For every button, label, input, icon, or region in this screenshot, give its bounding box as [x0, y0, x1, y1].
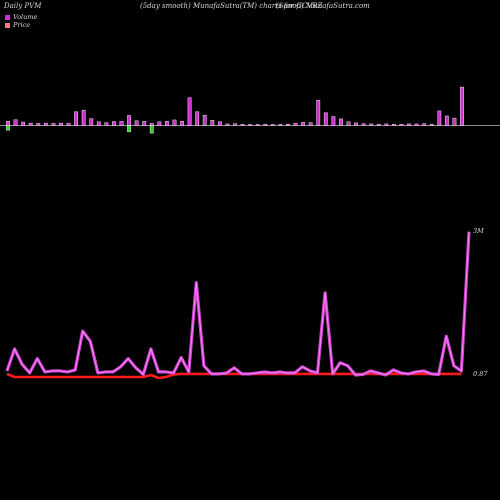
volume-bar-up	[369, 123, 374, 126]
legend-item-price: Price	[4, 21, 37, 29]
volume-bar-up	[187, 97, 192, 126]
volume-bar-up	[142, 121, 147, 126]
volume-bar-up	[210, 119, 215, 126]
volume-bar-up	[301, 122, 305, 126]
volume-bar-up	[354, 122, 358, 126]
volume-bar-up	[149, 123, 154, 126]
axis-labels: 3M 0.87	[473, 227, 488, 378]
volume-bar-up	[293, 122, 298, 126]
volume-bar-up	[180, 121, 184, 126]
volume-bar-up	[164, 121, 169, 126]
volume-bar-up	[233, 123, 237, 126]
volume-bar-up	[429, 123, 434, 126]
volume-bar-up	[112, 121, 116, 126]
volume-bar-up	[202, 114, 207, 126]
volume-bar-up	[437, 110, 442, 126]
volume-bars	[0, 86, 500, 134]
volume-bar-up	[331, 116, 336, 126]
volume-bar-up	[74, 111, 79, 126]
volume-bar-up	[346, 121, 351, 126]
volume-bar-up	[376, 123, 381, 126]
volume-bar-up	[414, 123, 419, 126]
volume-bar-up	[263, 123, 268, 126]
volume-price-lines	[5, 231, 471, 380]
volume-swatch-icon	[4, 13, 11, 21]
volume-bar-up	[444, 115, 449, 126]
volume-bar-up	[66, 123, 71, 126]
volume-bar-up	[89, 118, 94, 126]
volume-bar-up	[134, 120, 139, 126]
volume-bar-up	[21, 121, 26, 126]
chart-title-right: (Sanofi) MunafaSutra.com	[276, 2, 370, 10]
volume-bar-up	[361, 123, 366, 126]
volume-bar-up	[392, 123, 396, 126]
volume-bar-up	[452, 117, 457, 126]
volume-bar-up	[217, 121, 222, 126]
volume-bar-up	[127, 115, 131, 126]
volume-bar-up	[339, 118, 343, 126]
legend: Volume Price	[4, 13, 37, 29]
legend-item-volume: Volume	[4, 13, 37, 21]
volume-bar-up	[399, 123, 404, 126]
volume-bar-up	[172, 119, 177, 126]
volume-bar-up	[59, 122, 63, 126]
volume-bar-up	[248, 124, 253, 126]
volume-bar-up	[407, 123, 411, 126]
price-swatch-icon	[4, 21, 11, 29]
volume-bar-down	[127, 125, 131, 133]
volume-bar-up	[157, 121, 162, 126]
chart-title-center: (5day smooth) MunafaSutra(TM) charts for…	[140, 2, 323, 10]
volume-bar-up	[96, 121, 101, 126]
volume-bar-up	[195, 111, 200, 126]
price-line	[6, 372, 462, 380]
volume-bar-up	[36, 123, 41, 126]
volume-bar-up	[119, 121, 124, 126]
volume-bar-up	[81, 109, 86, 126]
legend-label-volume: Volume	[13, 13, 38, 21]
volume-bar-up	[384, 123, 389, 126]
volume-bar-up	[13, 119, 18, 126]
tick-label-max: 3M	[473, 227, 484, 235]
volume-bar-up	[422, 123, 427, 126]
legend-label-price: Price	[13, 21, 31, 29]
volume-bar-up	[460, 86, 464, 126]
volume-bar-up	[308, 122, 313, 126]
volume-bar-up	[278, 124, 283, 126]
volume-bar-up	[286, 123, 290, 126]
chart-title-left: Daily PVM	[4, 2, 42, 10]
tick-label-price: 0.87	[473, 370, 488, 378]
volume-bar-up	[323, 112, 328, 126]
volume-bar-down	[6, 125, 10, 131]
volume-bar-up	[240, 123, 245, 126]
volume-bar-up	[43, 122, 48, 126]
volume-bar-up	[6, 121, 10, 126]
volume-bar-down	[149, 125, 154, 134]
volume-bar-up	[225, 123, 230, 126]
volume-bar-up	[316, 100, 321, 126]
volume-bar-up	[255, 124, 260, 126]
volume-bar-up	[51, 123, 56, 126]
volume-line	[5, 231, 471, 377]
volume-bar-up	[104, 122, 109, 126]
volume-line-highlight	[6, 231, 470, 376]
volume-bar-up	[28, 122, 33, 126]
volume-bar-up	[270, 124, 275, 126]
